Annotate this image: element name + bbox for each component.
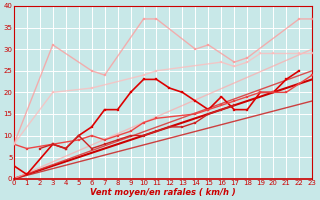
X-axis label: Vent moyen/en rafales ( km/h ): Vent moyen/en rafales ( km/h ) bbox=[90, 188, 236, 197]
